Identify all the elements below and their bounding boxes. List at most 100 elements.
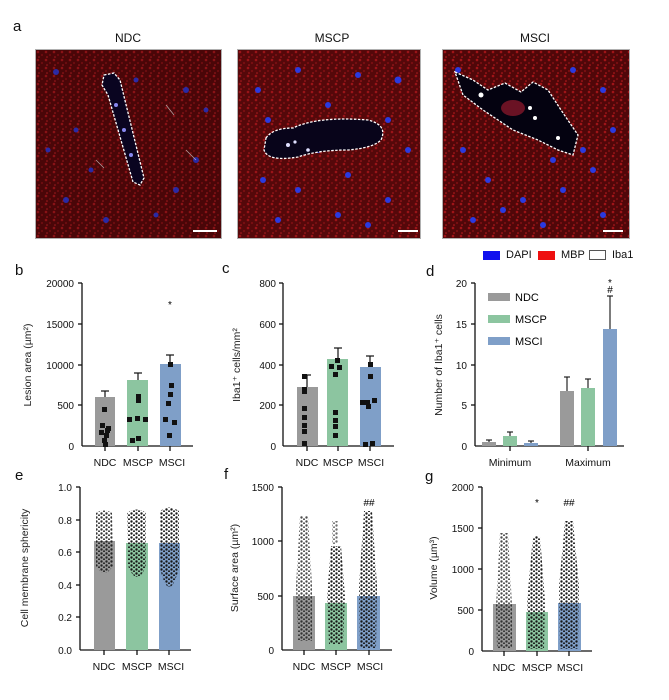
y-axis-label: Surface area (µm²): [229, 524, 241, 612]
y-axis-label: Volume (µm³): [428, 536, 440, 599]
error-bars: [101, 354, 174, 397]
legend-swatch-iba1: [589, 250, 606, 260]
ytick-label: 1000: [452, 565, 475, 576]
micrograph-msci: [442, 49, 630, 239]
ytick-label: 15000: [46, 320, 74, 331]
chart-d-iba1-count: 20 15 10 5 0 Number of Iba1⁺ cells NDC M…: [433, 278, 624, 469]
legend-item-dapi: DAPI: [483, 249, 532, 261]
micrograph-mscp: [237, 49, 421, 239]
significance-star: *: [168, 300, 172, 311]
panel-letter-d: d: [426, 263, 435, 280]
panel-letter-f: f: [224, 466, 229, 483]
ytick-label: 5: [461, 401, 467, 412]
bar-minimum-mscp: [503, 436, 517, 446]
bar-minimum-ndc: [482, 442, 496, 446]
legend-swatch-mscp: [488, 315, 510, 323]
data-points: [496, 521, 579, 649]
chart-g-volume: 2000 1500 1000 500 0 Volume (µm³) * ## N…: [428, 483, 592, 674]
y-axis-label: Number of Iba1⁺ cells: [433, 314, 445, 416]
ytick-label: 1500: [252, 483, 275, 494]
xtick-label: NDC: [296, 457, 319, 469]
xtick-label: MSCI: [357, 661, 383, 673]
panel-letter-e: e: [15, 467, 24, 484]
ytick-label: 500: [457, 606, 474, 617]
ytick-label: 0.4: [58, 581, 72, 592]
bar-maximum-ndc: [560, 391, 574, 446]
xtick-label: MSCI: [358, 457, 384, 469]
chart-d-axes: [471, 282, 624, 451]
ytick-label: 0: [270, 442, 276, 453]
bar-mscp: [127, 380, 148, 446]
legend-swatch-msci: [488, 337, 510, 345]
xtick-label: MSCP: [123, 457, 153, 469]
legend-item-iba1: Iba1: [589, 249, 633, 261]
legend-item-mbp: MBP: [538, 249, 585, 261]
legend-label-ndc: NDC: [515, 292, 539, 304]
ytick-label: 0: [68, 442, 74, 453]
xtick-label: NDC: [493, 662, 516, 674]
xtick-label: MSCI: [159, 457, 185, 469]
ytick-label: 0: [268, 646, 274, 657]
ytick-label: 15: [456, 320, 468, 331]
ytick-label: 0: [461, 442, 467, 453]
image-title-ndc: NDC: [115, 31, 141, 45]
ytick-label: 600: [259, 320, 276, 331]
bar-ndc: [297, 387, 318, 446]
ytick-label: 500: [57, 401, 74, 412]
image-title-mscp: MSCP: [314, 31, 350, 45]
data-points: [96, 507, 179, 587]
ytick-label: 10: [456, 361, 468, 372]
legend-label-dapi: DAPI: [506, 249, 532, 261]
xtick-label: MSCP: [323, 457, 353, 469]
legend-label-msci: MSCI: [515, 336, 543, 348]
bar-maximum-mscp: [581, 388, 595, 446]
y-axis-label: Cell membrane sphericity: [19, 508, 31, 627]
data-points: [296, 511, 377, 648]
data-points: [99, 362, 177, 447]
xtick-label: NDC: [94, 457, 117, 469]
xtick-label: MSCP: [522, 662, 552, 674]
panel-letter-c: c: [222, 260, 230, 277]
bar-minimum-msci: [524, 443, 538, 446]
y-axis-label: Iba1⁺ cells/mm²: [231, 328, 243, 402]
chart-f-surface-area: 1500 1000 500 0 Surface area (µm²) ## ND…: [229, 483, 392, 673]
ytick-label: 0: [468, 647, 474, 658]
legend-label-mscp: MSCP: [515, 314, 547, 326]
significance-star: *: [535, 498, 539, 509]
significance-hash: #: [607, 285, 613, 296]
xtick-label: Minimum: [489, 457, 532, 469]
legend-swatch-ndc: [488, 293, 510, 301]
ytick-label: 800: [259, 279, 276, 290]
xtick-label: MSCI: [158, 661, 184, 673]
xtick-label: NDC: [93, 661, 116, 673]
xtick-label: MSCI: [557, 662, 583, 674]
ytick-label: 400: [259, 361, 276, 372]
ytick-label: 0.0: [58, 646, 72, 657]
panel-letter-a: a: [13, 18, 22, 35]
bar-maximum-msci: [603, 329, 617, 446]
error-bars: [486, 295, 613, 443]
legend-label-mbp: MBP: [561, 249, 585, 261]
ytick-label: 200: [259, 401, 276, 412]
chart-b-lesion-area: 20000 15000 10000 500 0 Lesion area (µm²…: [22, 279, 193, 469]
chart-c-iba1-density: 800 600 400 200 0 Iba1⁺ cells/mm² NDC MS…: [231, 279, 394, 469]
legend-swatch-mbp: [538, 250, 555, 260]
ytick-label: 2000: [452, 483, 475, 494]
significance-star: *: [608, 278, 612, 289]
xtick-label: Maximum: [565, 457, 611, 469]
data-points: [302, 358, 377, 447]
panel-letter-g: g: [425, 468, 434, 485]
panel-letter-b: b: [15, 262, 24, 279]
significance-hash: ##: [363, 498, 375, 509]
chart-d-legend: NDC MSCP MSCI: [488, 292, 547, 348]
significance-hash: ##: [563, 498, 575, 509]
ytick-label: 500: [257, 592, 274, 603]
xtick-label: NDC: [293, 661, 316, 673]
ytick-label: 0.6: [58, 548, 72, 559]
y-axis-label: Lesion area (µm²): [22, 323, 34, 406]
chart-e-sphericity: 1.0 0.8 0.6 0.4 0.2 0.0 Cell membrane sp…: [19, 483, 191, 673]
ytick-label: 1000: [252, 537, 275, 548]
xtick-label: MSCP: [122, 661, 152, 673]
xtick-label: MSCP: [321, 661, 351, 673]
image-title-msci: MSCI: [520, 31, 550, 45]
